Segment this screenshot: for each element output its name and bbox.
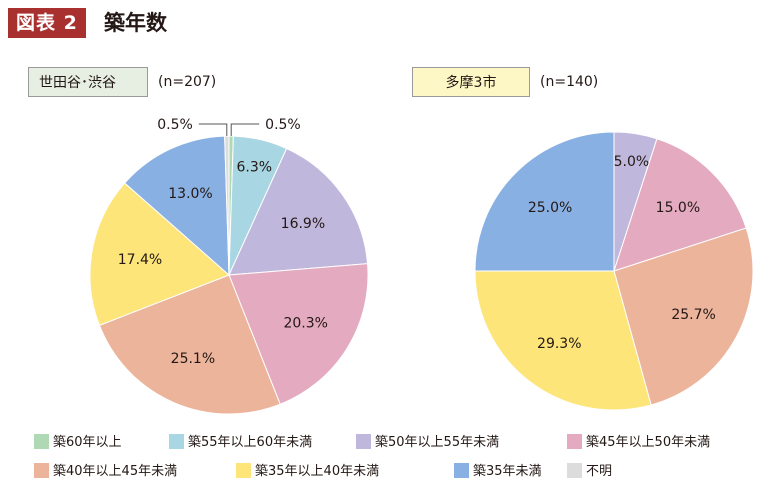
data-label-setagaya-shibuya-c60: 0.5% xyxy=(265,117,301,133)
data-label-setagaya-shibuya-c40_45: 25.1% xyxy=(171,351,215,367)
data-label-tama-3-cities-c35_40: 29.3% xyxy=(537,336,581,352)
figure-number-badge: 図表 2 xyxy=(8,8,86,38)
pie-slice-setagaya-shibuya-c35 xyxy=(124,135,230,277)
pie-slice-tama-3-cities-c35 xyxy=(474,131,615,272)
legend-item-c50_55: 築50年以上55年未満 xyxy=(356,434,499,452)
legend-item-unknown: 不明 xyxy=(567,463,612,481)
data-label-tama-3-cities-c40_45: 25.7% xyxy=(671,307,715,323)
legend-item-c35: 築35年未満 xyxy=(454,463,542,481)
legend-swatch-unknown xyxy=(567,463,582,478)
legend-item-c35_40: 築35年以上40年未満 xyxy=(236,463,379,481)
legend-label-c40_45: 築40年以上45年未満 xyxy=(53,464,178,479)
legend-item-c55_60: 築55年以上60年未満 xyxy=(169,434,312,452)
legend-label-c60: 築60年以上 xyxy=(53,435,122,450)
data-label-tama-3-cities-c50_55: 5.0% xyxy=(614,154,650,170)
callout-line-setagaya-shibuya-c60 xyxy=(230,123,260,136)
legend-swatch-c50_55 xyxy=(356,434,371,449)
sample-size-tama-3-cities: (n=140) xyxy=(540,74,599,90)
legend-swatch-c55_60 xyxy=(169,434,184,449)
legend-label-c55_60: 築55年以上60年未満 xyxy=(188,435,313,450)
legend-item-c60: 築60年以上 xyxy=(34,434,122,452)
legend-item-c45_50: 築45年以上50年未満 xyxy=(567,434,710,452)
region-label-tama-3-cities: 多摩3市 xyxy=(412,67,530,97)
pie-charts: 0.5% 6.3% 16.9% 20.3% 25.1% 17.4% 13.0% 0.5% 5.0… xyxy=(89,117,754,415)
legend-swatch-c35 xyxy=(454,463,469,478)
pie-slice-setagaya-shibuya-c40_45 xyxy=(98,274,281,415)
data-label-setagaya-shibuya-c35_40: 17.4% xyxy=(118,252,162,268)
data-label-tama-3-cities-c45_50: 15.0% xyxy=(656,200,700,216)
data-label-tama-3-cities-c35: 25.0% xyxy=(528,200,572,216)
legend-label-c45_50: 築45年以上50年未満 xyxy=(586,435,711,450)
legend-label-c35: 築35年未満 xyxy=(473,464,542,479)
data-label-setagaya-shibuya-c50_55: 16.9% xyxy=(281,216,325,232)
pie-slice-setagaya-shibuya-unknown xyxy=(224,135,230,276)
legend-label-unknown: 不明 xyxy=(586,464,613,479)
legend-swatch-c45_50 xyxy=(567,434,582,449)
data-label-setagaya-shibuya-c35: 13.0% xyxy=(168,186,212,202)
region-label-setagaya-shibuya: 世田谷･渋谷 xyxy=(28,67,148,97)
legend-label-c35_40: 築35年以上40年未満 xyxy=(255,464,380,479)
pie-slice-tama-3-cities-c35_40 xyxy=(474,270,652,411)
legend-item-c40_45: 築40年以上45年未満 xyxy=(34,463,177,481)
legend-swatch-c60 xyxy=(34,434,49,449)
pie-slice-tama-3-cities-c45_50 xyxy=(613,138,747,272)
pie-slice-setagaya-shibuya-c50_55 xyxy=(228,147,369,276)
pie-slice-setagaya-shibuya-c35_40 xyxy=(89,182,230,327)
callout-line-setagaya-shibuya-unknown xyxy=(198,123,228,136)
data-label-setagaya-shibuya-unknown: 0.5% xyxy=(157,117,193,133)
pie-slice-setagaya-shibuya-c45_50 xyxy=(228,263,369,405)
legend-label-c50_55: 築50年以上55年未満 xyxy=(375,435,500,450)
sample-size-setagaya-shibuya: (n=207) xyxy=(158,74,217,90)
legend-swatch-c40_45 xyxy=(34,463,49,478)
pie-slice-tama-3-cities-c40_45 xyxy=(613,227,754,406)
chart-title: 築年数 xyxy=(104,11,167,35)
data-label-setagaya-shibuya-c45_50: 20.3% xyxy=(283,316,327,332)
legend-swatch-c35_40 xyxy=(236,463,251,478)
data-label-setagaya-shibuya-c55_60: 6.3% xyxy=(237,160,273,176)
